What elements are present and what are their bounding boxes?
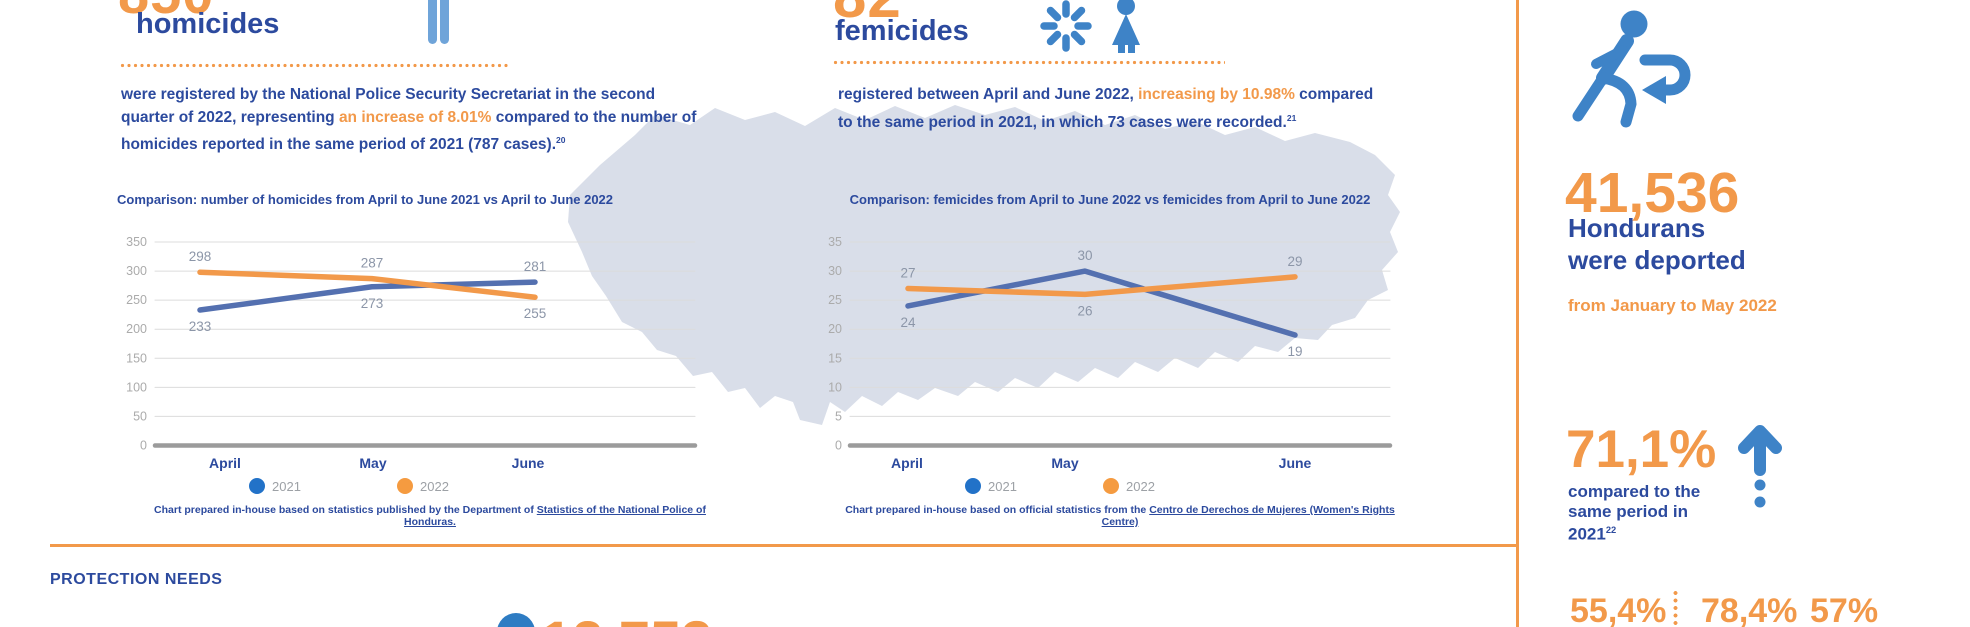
x-category-label: May <box>359 455 386 471</box>
homicides-paragraph: were registered by the National Police S… <box>121 84 761 157</box>
point-label: 287 <box>361 256 384 271</box>
point-label: 298 <box>189 249 212 264</box>
series-line-2022 <box>905 274 1298 298</box>
footnote-21: 21 <box>1286 112 1297 123</box>
violence-burst-person-icon <box>1040 0 1140 53</box>
footnote-20: 20 <box>556 135 566 145</box>
x-category-label: June <box>1279 455 1312 471</box>
bottom-stat-1: 55,4% <box>1570 592 1667 627</box>
person-legs-icon <box>428 0 449 44</box>
femicides-increase-highlight: increasing by 10.98% <box>1138 86 1295 103</box>
homicides-increase-highlight: an increase of 8.01% <box>338 108 492 126</box>
y-tick-label: 5 <box>835 409 842 423</box>
y-tick-label: 0 <box>140 439 147 453</box>
y-tick-label: 25 <box>828 293 842 307</box>
femicides-paragraph-line1: registered between April and June 2022, … <box>838 86 1374 103</box>
protection-needs-heading: PROTECTION NEEDS <box>50 571 223 588</box>
series-line-2021 <box>197 279 538 313</box>
x-category-label: April <box>209 455 241 471</box>
y-tick-label: 35 <box>828 235 842 249</box>
y-tick-label: 20 <box>828 322 842 336</box>
bottom-stat-3: 57% <box>1810 592 1879 627</box>
x-category-label: May <box>1051 455 1078 471</box>
point-label: 24 <box>900 315 916 330</box>
femicides-chart-title: Comparison: femicides from April to June… <box>849 192 1371 207</box>
section-divider-line <box>50 544 1516 547</box>
point-label: 30 <box>1077 248 1092 263</box>
deported-number: 41,536 <box>1565 161 1740 225</box>
honduras-map-silhouette <box>568 105 1400 425</box>
femicides-paragraph-line2: to the same period in 2021, in which 73 … <box>838 112 1297 131</box>
femicides-paragraph: registered between April and June 2022, … <box>838 84 1398 134</box>
orange-dotted-divider <box>120 63 508 68</box>
y-tick-label: 300 <box>126 264 147 278</box>
deported-period: from January to May 2022 <box>1568 296 1777 315</box>
running-person-return-arrow-icon <box>1572 10 1691 128</box>
series-line-2022 <box>197 269 538 300</box>
y-tick-label: 30 <box>828 264 842 278</box>
homicides-paragraph-line2: quarter of 2022, representing an increas… <box>121 108 697 126</box>
sidebar-divider-line <box>1516 0 1519 627</box>
point-label: 26 <box>1077 303 1092 318</box>
y-tick-label: 15 <box>828 351 842 365</box>
legend-dot-2022 <box>1103 478 1119 494</box>
caption-link-womens-rights-centre[interactable]: Centro de Derechos de Mujeres (Women's R… <box>1101 504 1395 528</box>
protection-partial-stat: 12,753 <box>541 613 712 627</box>
homicides-chart-title: Comparison: number of homicides from Apr… <box>116 192 614 207</box>
series-line-2021 <box>905 268 1298 338</box>
y-tick-label: 150 <box>126 351 147 365</box>
orange-dotted-divider <box>833 60 1225 65</box>
caption-link-police-statistics[interactable]: Statistics of the National Police of Hon… <box>404 504 706 528</box>
increase-caption: compared to the same period in 202122 <box>1568 482 1701 544</box>
homicides-chart-caption: Chart prepared in-house based on statist… <box>154 504 706 528</box>
footnote-22: 22 <box>1605 525 1617 535</box>
point-label: 27 <box>900 266 915 281</box>
bottom-stats-dotted-divider <box>1673 590 1678 627</box>
y-tick-label: 100 <box>126 380 147 394</box>
point-label: 281 <box>524 259 547 274</box>
y-tick-label: 200 <box>126 322 147 336</box>
legend-label: 2021 <box>272 479 301 494</box>
protection-stat-bullet <box>497 613 535 627</box>
legend-dot-2021 <box>249 478 265 494</box>
homicides-paragraph-line3: homicides reported in the same period of… <box>121 135 566 154</box>
legend-label: 2022 <box>1126 479 1155 494</box>
femicides-chart: 35 30 25 20 15 10 5 0 24 30 19 27 26 29 April May June 20… <box>828 235 1393 494</box>
y-tick-label: 350 <box>126 235 147 249</box>
point-label: 273 <box>361 296 384 311</box>
y-tick-label: 10 <box>828 380 842 394</box>
point-label: 29 <box>1287 254 1302 269</box>
x-category-label: June <box>512 455 545 471</box>
deported-label: Hondurans were deported <box>1568 213 1746 275</box>
point-label: 19 <box>1287 344 1302 359</box>
up-arrow-dotted-icon <box>1738 425 1782 508</box>
legend-label: 2021 <box>988 479 1017 494</box>
y-tick-label: 0 <box>835 439 842 453</box>
point-label: 233 <box>189 319 212 334</box>
bottom-stat-2: 78,4% <box>1701 592 1798 627</box>
x-category-label: April <box>891 455 923 471</box>
femicides-chart-caption: Chart prepared in-house based on officia… <box>845 504 1395 528</box>
homicides-big-number: 850 <box>118 0 214 22</box>
homicides-chart: 350 300 250 200 150 100 50 0 233 273 281 298 287 255 A… <box>126 235 698 494</box>
y-tick-label: 250 <box>126 293 147 307</box>
increase-percentage: 71,1% <box>1566 420 1717 479</box>
legend-dot-2021 <box>965 478 981 494</box>
legend-dot-2022 <box>397 478 413 494</box>
femicides-label: femicides <box>835 15 969 47</box>
point-label: 255 <box>524 306 547 321</box>
homicides-label: homicides <box>136 8 280 40</box>
femicides-big-number: 82 <box>833 0 902 27</box>
homicides-paragraph-line1: were registered by the National Police S… <box>121 86 656 103</box>
y-tick-label: 50 <box>133 409 147 423</box>
legend-label: 2022 <box>420 479 449 494</box>
